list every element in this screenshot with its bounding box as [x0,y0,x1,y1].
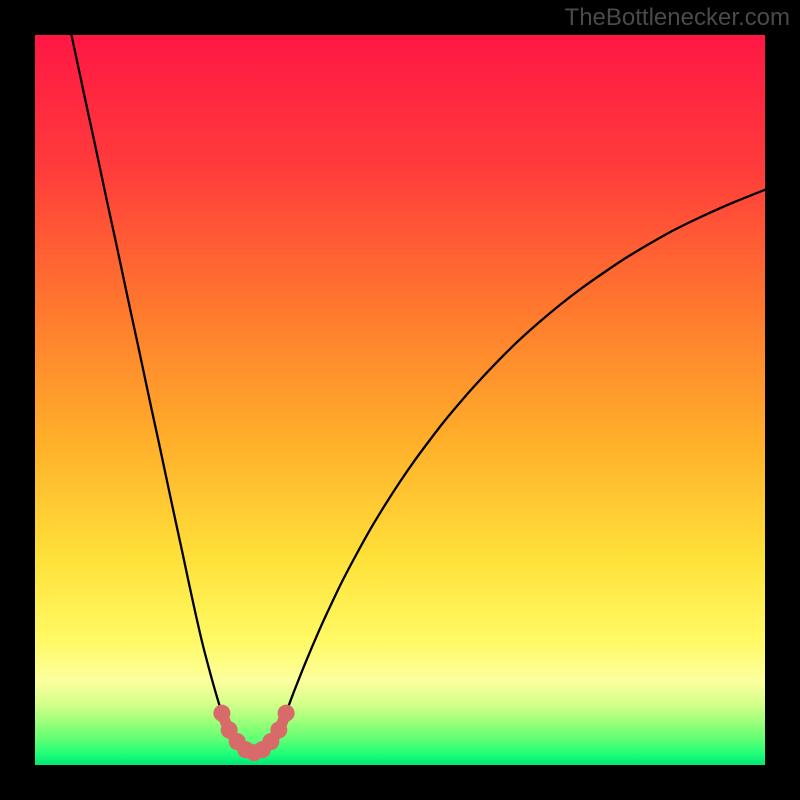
watermark-label: TheBottlenecker.com [565,4,790,31]
marker-dot [278,705,295,722]
chart-frame [35,35,765,765]
bottleneck-chart [35,35,765,765]
chart-background [35,35,765,765]
marker-dot [270,721,287,738]
marker-dot [213,705,230,722]
watermark-text: TheBottlenecker.com [565,4,790,32]
